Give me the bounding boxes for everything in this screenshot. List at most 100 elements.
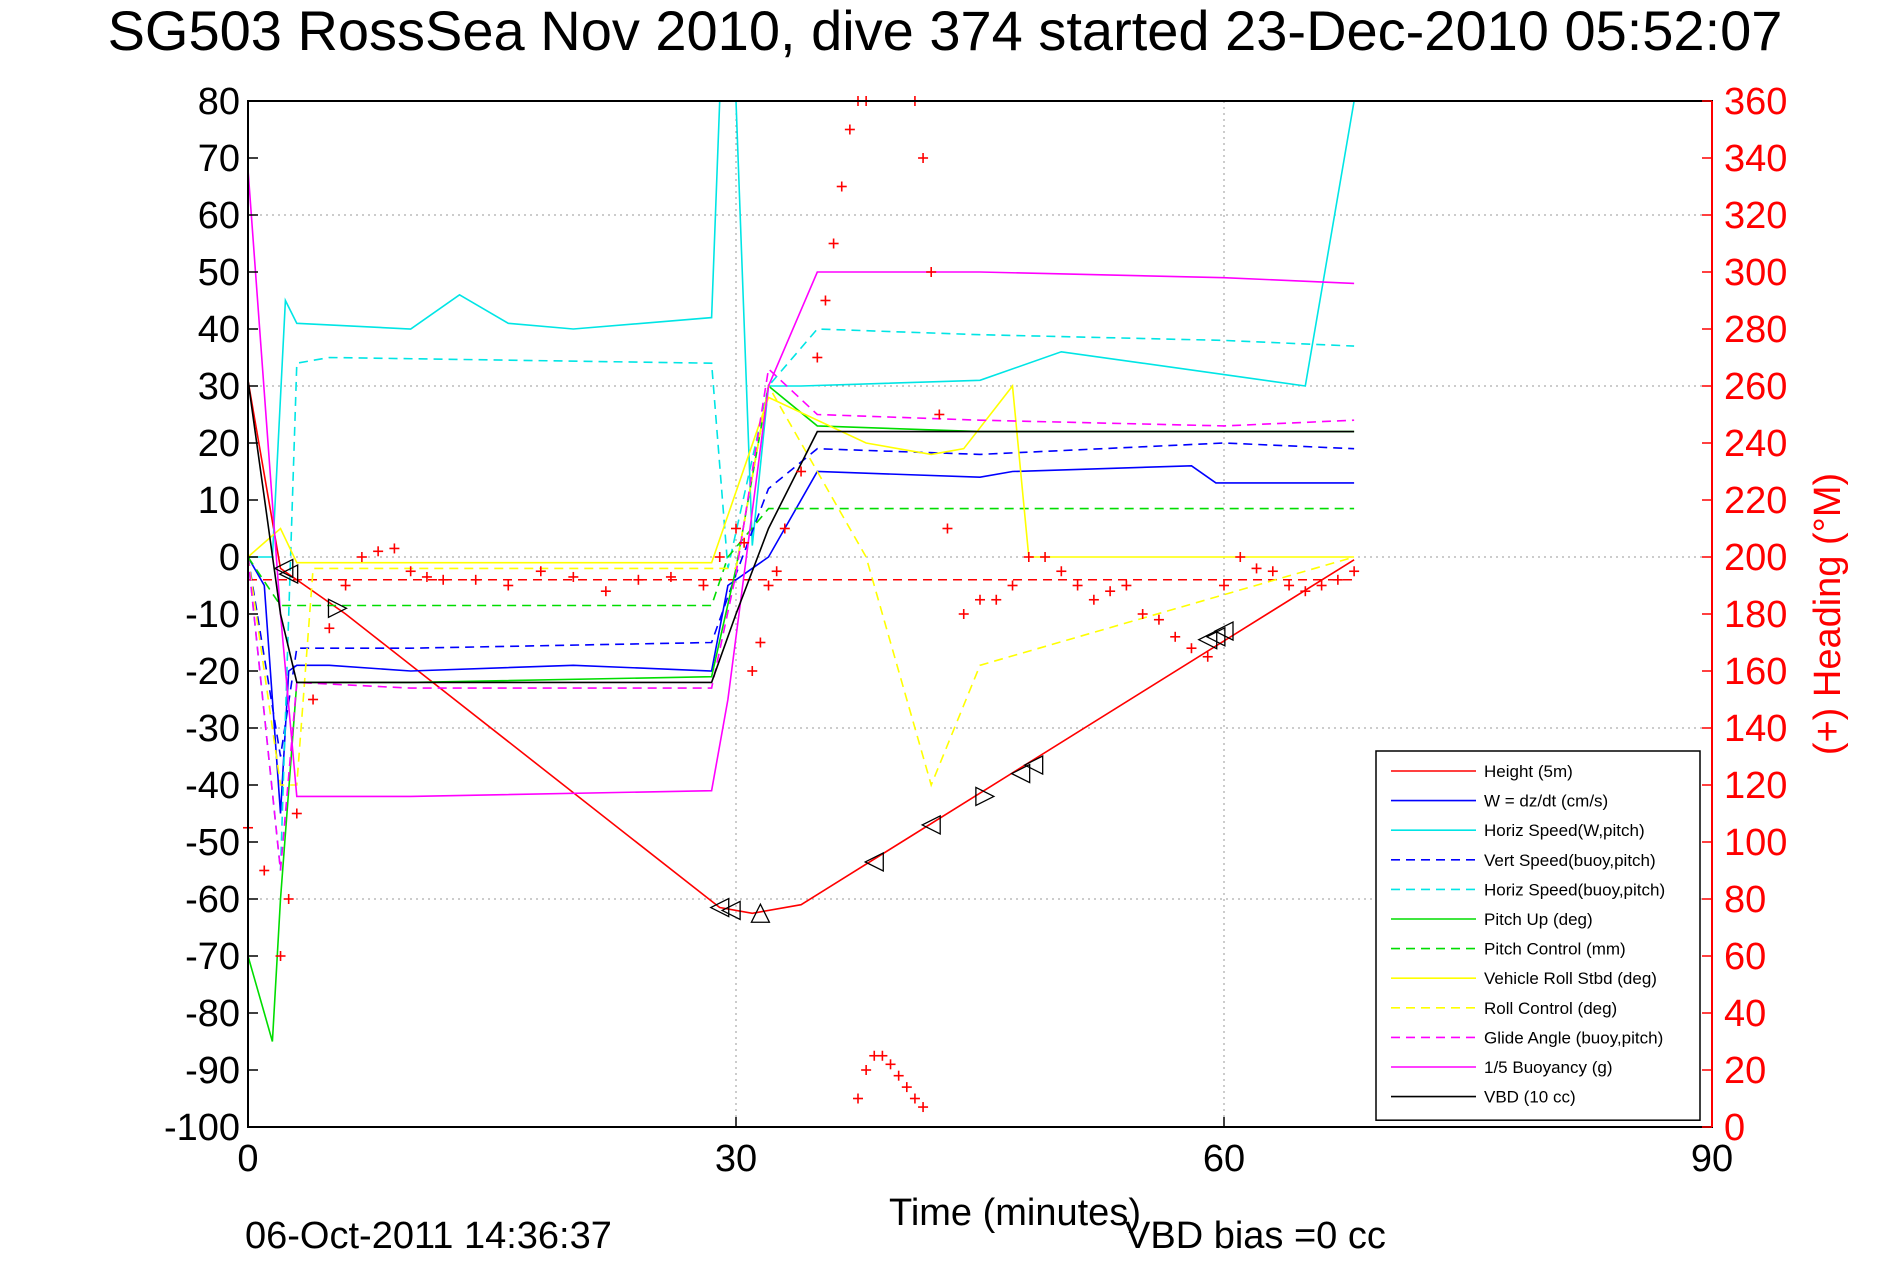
legend-label-7: Vehicle Roll Stbd (deg) — [1484, 969, 1657, 988]
y2-tick-label-1: 340 — [1724, 138, 1787, 180]
triangle-marker-11 — [1197, 629, 1218, 650]
heading-marker-12-6 — [324, 623, 335, 634]
heading-marker-13-1 — [861, 1065, 872, 1075]
heading-marker-12-17 — [568, 571, 579, 582]
y2-tick-label-12: 120 — [1724, 765, 1787, 807]
heading-marker-12-7 — [340, 580, 351, 591]
series-line-0 — [247, 380, 1355, 915]
y-tick-label-11: -30 — [185, 708, 240, 750]
heading-marker-12-47 — [1023, 552, 1034, 562]
y2-tick-label-5: 260 — [1724, 366, 1787, 408]
heading-marker-12-49 — [1056, 566, 1067, 577]
y2-tick-label-8: 200 — [1724, 537, 1787, 579]
heading-marker-13-4 — [885, 1059, 896, 1070]
heading-marker-12-64 — [1300, 586, 1311, 597]
heading-marker-12-2 — [275, 951, 286, 961]
y-tick-label-1: 70 — [198, 138, 240, 180]
y-tick-label-8: 0 — [219, 537, 240, 579]
heading-marker-12-57 — [1186, 643, 1197, 654]
series-line-1 — [247, 464, 1355, 814]
heading-marker-12-32 — [820, 295, 831, 306]
heading-marker-12-1 — [259, 865, 270, 876]
legend-label-10: 1/5 Buoyancy (g) — [1484, 1058, 1613, 1077]
series-line-10 — [247, 169, 1355, 798]
x-tick-label-3: 90 — [1691, 1138, 1733, 1180]
triangle-marker-1 — [278, 564, 299, 585]
heading-marker-12-45 — [991, 594, 1002, 605]
y-tick-label-7: 10 — [198, 480, 240, 522]
heading-marker-12-53 — [1121, 580, 1132, 591]
series-line-11 — [247, 380, 1355, 684]
heading-markers — [243, 96, 1360, 1113]
legend-label-9: Glide Angle (buoy,pitch) — [1484, 1028, 1663, 1047]
y2-tick-label-4: 280 — [1724, 309, 1787, 351]
heading-marker-12-27 — [763, 580, 774, 591]
heading-marker-12-14 — [470, 574, 481, 585]
heading-marker-12-5 — [308, 694, 319, 705]
legend-label-5: Pitch Up (deg) — [1484, 910, 1593, 929]
legend: Height (5m) W = dz/dt (cm/s) Horiz Speed(W… — [1375, 750, 1701, 1121]
y-tick-label-9: -10 — [185, 594, 240, 636]
heading-marker-12-9 — [373, 546, 384, 557]
heading-marker-12-63 — [1284, 580, 1295, 591]
x-axis-ticks: 0 30 60 90 — [237, 1117, 1733, 1180]
triangle-marker-12 — [1205, 626, 1226, 647]
triangle-marker-6 — [863, 851, 884, 873]
x-axis-label: Time (minutes) — [889, 1192, 1141, 1234]
triangle-marker-0 — [273, 558, 294, 579]
heading-marker-12-66 — [1332, 574, 1343, 585]
heading-marker-12-31 — [812, 352, 823, 363]
y2-tick-label-0: 360 — [1724, 81, 1787, 123]
y-tick-label-15: -70 — [185, 936, 240, 978]
triangle-marker-10 — [1023, 754, 1044, 776]
y-tick-label-10: -20 — [185, 651, 240, 693]
chart-title: SG503 RossSea Nov 2010, dive 374 started… — [108, 0, 1783, 62]
y-tick-label-12: -40 — [185, 765, 240, 807]
heading-marker-12-51 — [1088, 594, 1099, 605]
heading-marker-12-35 — [844, 124, 855, 135]
heading-marker-12-67 — [1349, 566, 1360, 577]
y-tick-label-5: 30 — [198, 366, 240, 408]
series-line-3 — [247, 442, 1355, 757]
heading-marker-12-41 — [934, 409, 945, 420]
heading-marker-12-46 — [1007, 580, 1018, 591]
heading-marker-13-7 — [909, 1093, 920, 1104]
heading-marker-12-23 — [731, 523, 741, 534]
y2-tick-label-3: 300 — [1724, 252, 1787, 294]
y-tick-label-4: 40 — [198, 309, 240, 351]
series-line-6 — [247, 507, 1355, 607]
footer-timestamp: 06-Oct-2011 14:36:37 — [245, 1215, 612, 1257]
y-tick-label-18: -100 — [164, 1107, 240, 1149]
y2-tick-label-2: 320 — [1724, 195, 1787, 237]
y-tick-label-14: -60 — [185, 879, 240, 921]
heading-marker-13-8 — [918, 1102, 929, 1113]
heading-marker-13-5 — [893, 1070, 904, 1081]
heading-marker-12-29 — [779, 523, 790, 534]
triangle-marker-13 — [1213, 621, 1234, 642]
heading-marker-12-24 — [739, 537, 750, 548]
heading-marker-12-10 — [389, 543, 400, 554]
y-tick-label-3: 50 — [198, 252, 240, 294]
heading-marker-12-55 — [1153, 614, 1164, 625]
legend-label-4: Horiz Speed(buoy,pitch) — [1484, 880, 1665, 899]
triangle-marker-4 — [720, 900, 741, 921]
heading-marker-12-16 — [535, 566, 546, 577]
triangle-marker-7 — [920, 814, 941, 835]
series-line-4 — [247, 328, 1355, 871]
y-axis-ticks: 80 70 60 50 40 30 20 10 0 -10 -20 -30 -40 -50 -60 -70 -8… — [164, 81, 258, 1149]
heading-marker-12-48 — [1040, 552, 1051, 562]
heading-marker-12-3 — [283, 894, 294, 904]
heading-marker-12-33 — [828, 238, 839, 249]
x-tick-label-2: 60 — [1203, 1138, 1245, 1180]
y2-tick-label-18: 0 — [1724, 1107, 1745, 1149]
heading-marker-12-12 — [421, 571, 432, 582]
heading-marker-12-52 — [1105, 586, 1116, 597]
y-tick-label-0: 80 — [198, 81, 240, 123]
heading-marker-12-54 — [1137, 609, 1148, 619]
heading-marker-12-50 — [1072, 580, 1083, 591]
heading-marker-12-4 — [291, 808, 302, 819]
footer-vbd-bias: VBD bias =0 cc — [1125, 1215, 1386, 1257]
legend-box — [1375, 750, 1701, 1121]
y-tick-label-6: 20 — [198, 423, 240, 465]
heading-marker-12-44 — [975, 594, 985, 605]
